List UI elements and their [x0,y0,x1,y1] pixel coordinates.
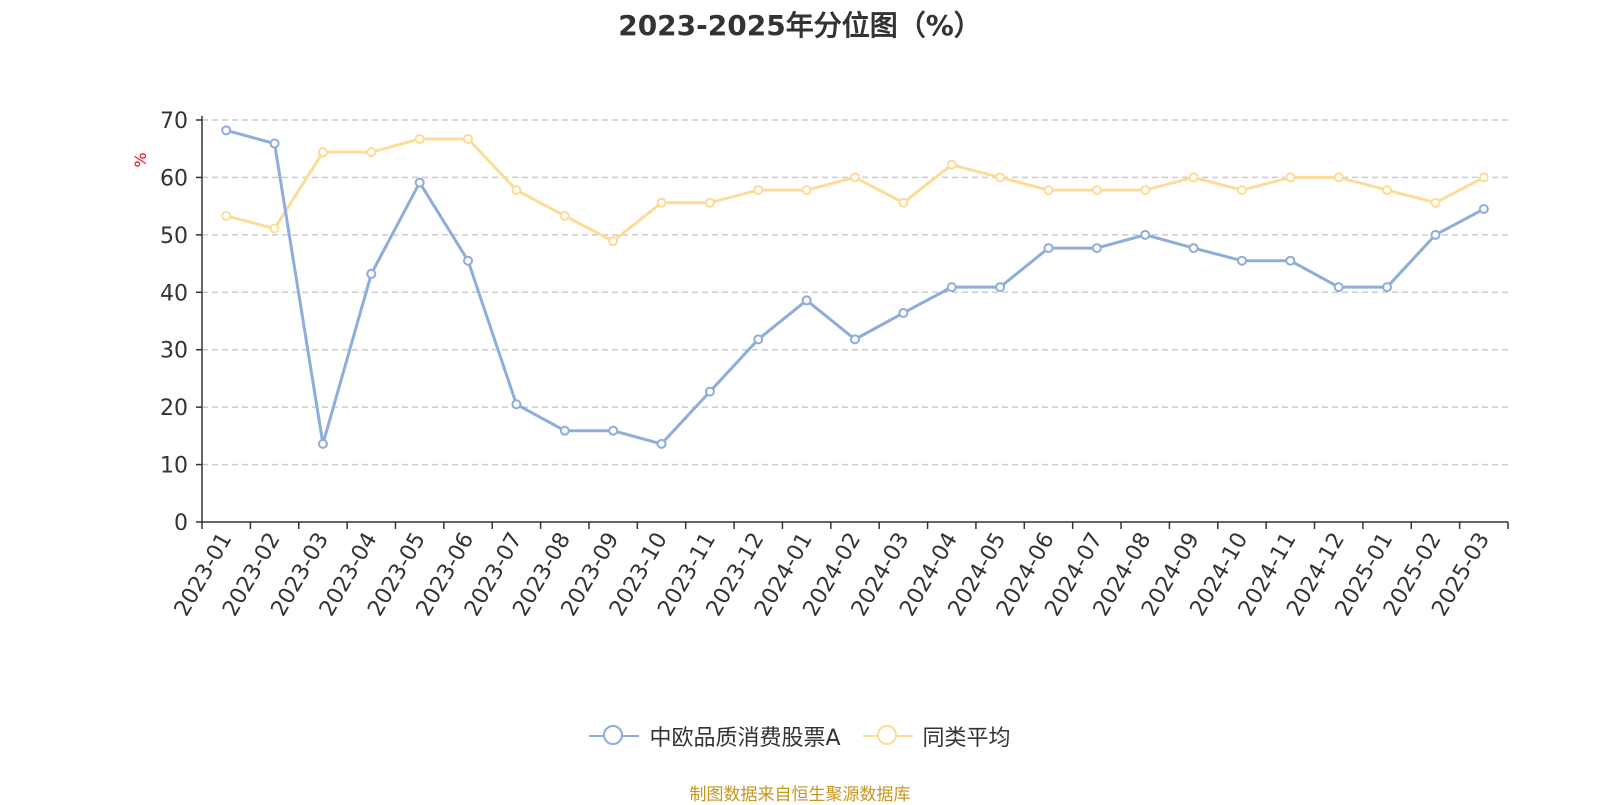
legend-item-fund[interactable]: 中欧品质消费股票A [589,720,841,752]
data-point-fund [366,268,377,279]
legend: 中欧品质消费股票A 同类平均 [0,720,1600,752]
data-point-fund [1140,229,1151,240]
y-tick-label: 0 [174,511,188,536]
data-point-fund [221,125,232,136]
legend-label-average: 同类平均 [922,726,1011,751]
data-point-fund [1382,282,1393,293]
data-point-fund [753,334,764,345]
data-point-average [463,133,474,144]
data-point-average [801,185,812,196]
y-tick-label: 20 [160,396,188,421]
data-point-fund [1091,243,1102,254]
data-point-average [559,210,570,221]
data-point-fund [801,295,812,306]
data-point-fund [656,438,667,449]
data-point-average [850,172,860,183]
data-point-average [317,147,328,158]
data-point-average [656,197,667,208]
line-chart: 010203040506070%2023-012023-022023-03202… [131,109,1509,621]
y-tick-label: 50 [160,224,188,249]
data-point-average [1091,185,1102,196]
legend-marker-fund [589,723,640,749]
y-tick-label: 60 [160,166,188,191]
data-point-fund [1285,255,1296,266]
data-point-average [1236,185,1247,196]
data-point-average [1188,172,1199,183]
source-note: 制图数据来自恒生聚源数据库 [689,785,911,805]
legend-label-fund: 中欧品质消费股票A [649,726,841,751]
data-point-fund [1478,204,1489,215]
data-point-average [221,210,232,221]
data-point-fund [1430,229,1441,240]
data-point-average [511,185,522,196]
y-tick-label: 70 [160,109,188,134]
y-tick-label: 10 [160,454,188,479]
data-point-fund [898,307,909,318]
data-point-average [269,223,280,234]
data-point-average [414,133,425,144]
data-point-average [1382,185,1393,196]
data-point-average [1478,172,1489,183]
y-tick-label: 30 [160,339,188,364]
data-point-fund [946,282,957,293]
data-point-fund [850,334,860,345]
data-point-average [1285,172,1296,183]
data-point-average [1140,185,1151,196]
data-point-average [366,147,377,158]
data-point-fund [317,438,328,449]
data-point-fund [463,255,474,266]
legend-marker-average [862,723,913,749]
chart-title: 2023-2025年分位图（%） [618,9,982,42]
y-axis-label: % [131,152,150,167]
y-tick-label: 40 [160,281,188,306]
legend-item-average[interactable]: 同类平均 [862,720,1011,752]
data-point-fund [995,282,1006,293]
data-point-average [1430,197,1441,208]
data-point-average [753,185,764,196]
data-point-fund [704,386,715,397]
data-point-fund [608,425,619,436]
data-point-average [995,172,1006,183]
data-point-fund [1236,255,1247,266]
data-point-average [1333,172,1344,183]
data-point-average [608,236,619,247]
data-point-fund [1188,243,1199,254]
data-point-fund [269,138,280,149]
data-point-average [898,197,909,208]
data-point-average [704,197,715,208]
data-point-fund [1043,243,1054,254]
data-point-fund [511,399,522,410]
data-point-fund [559,425,570,436]
data-point-fund [1333,282,1344,293]
data-point-average [1043,185,1054,196]
data-point-fund [414,177,425,188]
data-point-average [946,159,957,170]
